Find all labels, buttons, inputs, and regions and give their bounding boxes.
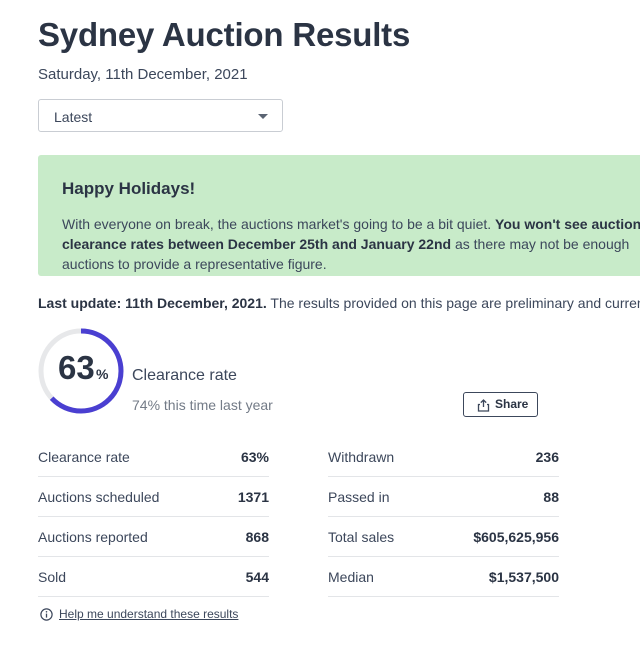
stat-value: 544 — [245, 569, 269, 585]
stat-value: 1371 — [237, 489, 269, 505]
stat-label: Auctions reported — [38, 529, 148, 545]
stat-label: Sold — [38, 569, 67, 585]
clearance-rate-unit: % — [96, 366, 109, 382]
stat-label: Passed in — [328, 489, 390, 505]
clearance-rate-gauge — [38, 328, 124, 414]
last-update-text: The results provided on this page are pr… — [270, 295, 640, 311]
results-period-selected: Latest — [54, 109, 93, 125]
stat-label: Withdrawn — [328, 449, 395, 465]
stat-value: 63% — [240, 449, 269, 465]
share-button[interactable]: Share — [463, 392, 538, 417]
stat-row: Clearance rate 63% — [38, 437, 269, 477]
stat-label: Total sales — [328, 529, 395, 545]
page-title: Sydney Auction Results — [38, 16, 411, 53]
stat-value: 236 — [535, 449, 559, 465]
stat-value: 88 — [543, 489, 559, 505]
stat-value: $605,625,956 — [473, 529, 559, 545]
stat-label: Median — [328, 569, 374, 585]
results-period-select[interactable]: Latest — [38, 99, 283, 132]
stat-row: Median $1,537,500 — [328, 557, 559, 597]
stats-table-left: Clearance rate 63% Auctions scheduled 13… — [38, 437, 269, 597]
banner-title: Happy Holidays! — [62, 179, 196, 198]
banner-text-part: With everyone on break, the auctions mar… — [62, 216, 496, 232]
stat-row: Auctions scheduled 1371 — [38, 477, 269, 517]
banner-text-bold: You won't see auction clearance rates be… — [62, 216, 640, 252]
stat-label: Clearance rate — [38, 449, 130, 465]
stat-row: Total sales $605,625,956 — [328, 517, 559, 557]
stats-table-right: Withdrawn 236 Passed in 88 Total sales $… — [328, 437, 559, 597]
clearance-rate-value: 63 — [58, 349, 95, 386]
holiday-banner: Happy Holidays! With everyone on break, … — [38, 155, 640, 276]
info-icon — [40, 608, 53, 621]
stat-label: Auctions scheduled — [38, 489, 160, 505]
banner-text: With everyone on break, the auctions mar… — [62, 214, 640, 274]
last-update-note: Last update: 11th December, 2021. The re… — [38, 295, 640, 311]
results-date: Saturday, 11th December, 2021 — [38, 66, 248, 83]
stat-row: Auctions reported 868 — [38, 517, 269, 557]
last-update-date: Last update: 11th December, 2021. — [38, 295, 267, 311]
stat-row: Passed in 88 — [328, 477, 559, 517]
gauge-arc — [38, 328, 124, 414]
clearance-rate-last-year: 74% this time last year — [132, 397, 273, 413]
stat-row: Sold 544 — [38, 557, 269, 597]
stat-row: Withdrawn 236 — [328, 437, 559, 477]
share-icon — [477, 399, 490, 412]
stat-value: 868 — [245, 529, 269, 545]
stat-value: $1,537,500 — [488, 569, 559, 585]
banner-text-part: as there may not be enough auctions to p… — [62, 236, 630, 272]
help-link-label: Help me understand these results — [59, 607, 239, 621]
chevron-down-icon — [258, 114, 268, 119]
share-button-label: Share — [495, 397, 529, 411]
clearance-rate-label: Clearance rate — [132, 367, 237, 384]
